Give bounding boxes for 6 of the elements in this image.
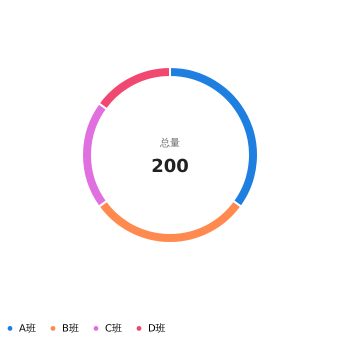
legend-label: A班 bbox=[19, 322, 36, 334]
legend-label: D班 bbox=[148, 322, 166, 334]
text: 200 bbox=[151, 156, 189, 177]
text: 总量 bbox=[159, 137, 180, 149]
legend-label: B班 bbox=[62, 322, 79, 334]
legend-label: C班 bbox=[105, 322, 122, 334]
